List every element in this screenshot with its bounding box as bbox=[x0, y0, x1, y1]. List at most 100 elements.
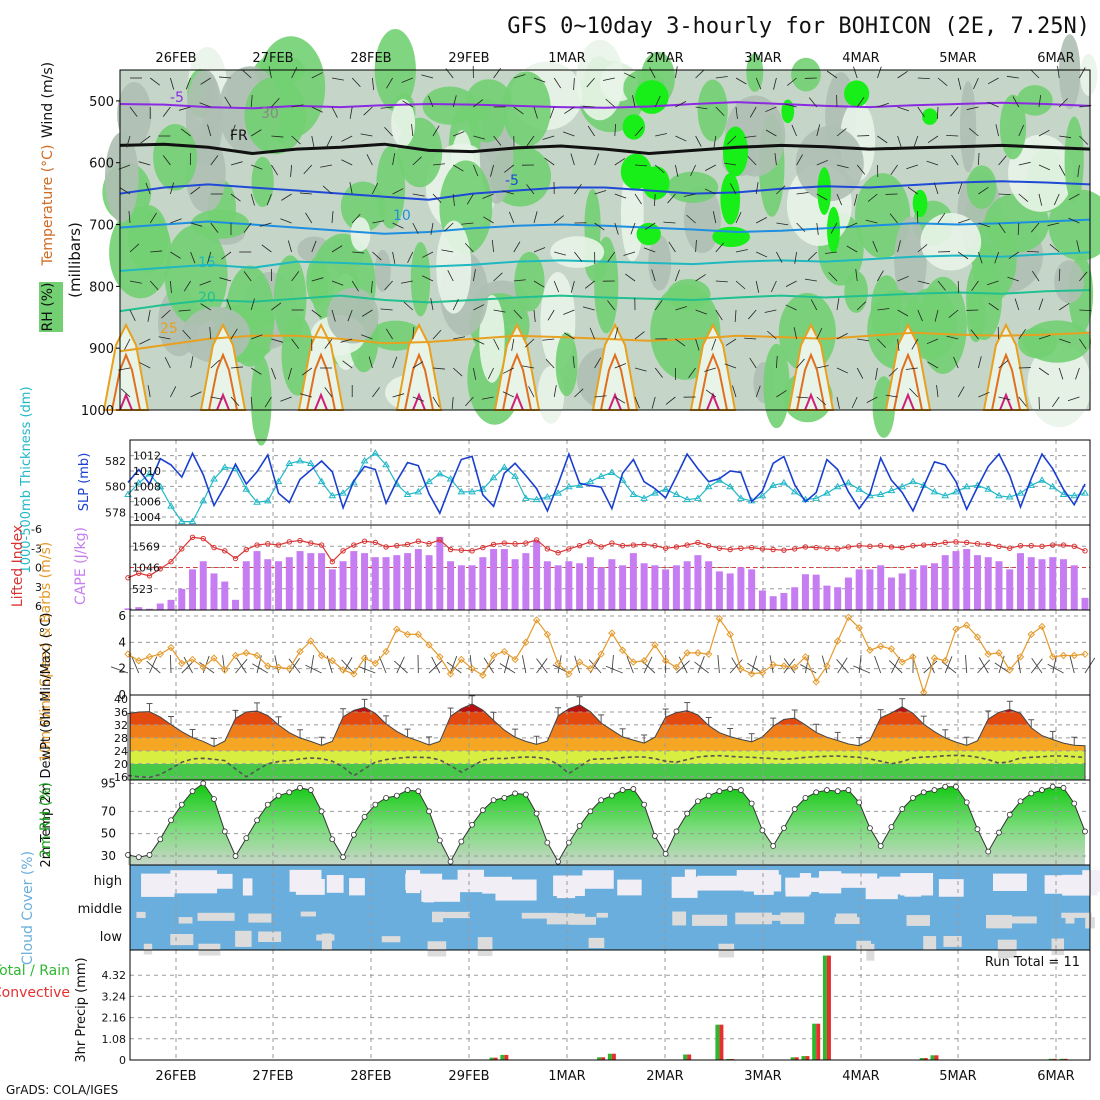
rh-region bbox=[502, 71, 551, 147]
wind-barb bbox=[1058, 302, 1070, 311]
wind-barb bbox=[933, 182, 939, 195]
lifted-index-point bbox=[652, 542, 658, 549]
cloud-middle bbox=[300, 911, 316, 917]
cape-bar bbox=[554, 565, 562, 610]
isotherm-15 bbox=[119, 251, 1091, 272]
wind-speed-point bbox=[683, 649, 691, 657]
wind-barb bbox=[392, 251, 396, 264]
cloud-middle bbox=[692, 914, 728, 926]
wind-barb bbox=[493, 309, 506, 313]
wind-barb bbox=[825, 251, 838, 254]
wind-barb-10m bbox=[236, 657, 247, 674]
wind-barb bbox=[473, 304, 485, 311]
precip-total-bar bbox=[489, 1057, 494, 1060]
wind-barb bbox=[491, 240, 494, 253]
cloud-gap-high bbox=[938, 879, 964, 897]
rh-point bbox=[168, 817, 174, 824]
lifted-index-point bbox=[372, 539, 379, 546]
wind-barb-10m bbox=[503, 655, 510, 674]
rh-point bbox=[985, 848, 992, 855]
thickness-point bbox=[403, 490, 412, 497]
wind-barb bbox=[1079, 104, 1092, 108]
wind-barb bbox=[266, 193, 272, 206]
precip-conv-bar bbox=[923, 1058, 928, 1060]
wind-barb bbox=[200, 303, 212, 311]
precip-total-bar bbox=[715, 1024, 720, 1060]
lifted-index-point bbox=[770, 546, 776, 553]
wind-barb bbox=[764, 309, 777, 313]
wind-barb bbox=[291, 104, 304, 108]
wind-speed-point bbox=[221, 666, 229, 674]
wind-speed-point bbox=[1081, 650, 1089, 658]
wind-barb bbox=[149, 77, 161, 86]
lifted-index-point bbox=[630, 542, 637, 548]
contour-label: 15 bbox=[198, 255, 216, 271]
wind-barb bbox=[243, 271, 252, 282]
precip-total-bar bbox=[812, 1023, 817, 1060]
wind-barb bbox=[178, 309, 191, 312]
wind-barb bbox=[785, 280, 797, 287]
rh-point bbox=[888, 824, 895, 830]
precip-total-bar bbox=[1048, 1058, 1053, 1060]
thickness-point bbox=[683, 495, 692, 503]
wind-barb bbox=[473, 269, 476, 282]
thickness-point bbox=[672, 490, 681, 497]
wind-barb bbox=[251, 164, 263, 170]
wind-barb bbox=[554, 251, 566, 256]
thickness-point bbox=[242, 485, 251, 492]
wind-barb bbox=[305, 212, 313, 224]
axis-label: RH (%) bbox=[40, 283, 56, 332]
wind-barb bbox=[836, 367, 849, 374]
wind-barb bbox=[368, 356, 373, 369]
wind-barb bbox=[889, 213, 898, 224]
wind-barb bbox=[533, 211, 538, 224]
cape-bar bbox=[715, 571, 723, 610]
wind-barb bbox=[422, 251, 434, 258]
rh-region bbox=[746, 53, 764, 92]
rh-tick-label: 30 bbox=[101, 849, 116, 863]
wind-barb bbox=[796, 222, 806, 232]
wind-barb bbox=[524, 338, 535, 348]
thickness-point bbox=[435, 469, 444, 477]
wind-barb bbox=[268, 66, 272, 79]
rh-point bbox=[135, 854, 142, 861]
warm-spike-core bbox=[999, 392, 1013, 411]
x-tick-bottom-label: 29FEB bbox=[448, 1069, 489, 1084]
thickness-point bbox=[317, 477, 326, 485]
rh-point bbox=[651, 833, 658, 839]
wind-barb-10m bbox=[891, 656, 901, 674]
lifted-index-point bbox=[329, 559, 336, 565]
wind-speed-point bbox=[339, 666, 347, 674]
wind-barb bbox=[877, 135, 888, 144]
wind-barb bbox=[735, 249, 748, 253]
wind-barb bbox=[574, 184, 582, 195]
wind-barb bbox=[1079, 309, 1092, 312]
precip-total-bar bbox=[1059, 1058, 1064, 1060]
axis-label: SLP (mb) bbox=[77, 453, 92, 512]
lifted-index-point bbox=[361, 538, 368, 544]
wind-barb bbox=[1038, 367, 1050, 376]
wind-barb bbox=[794, 251, 797, 264]
lifted-index-point bbox=[748, 544, 755, 551]
wind-barb bbox=[372, 77, 375, 90]
precip-total-bar bbox=[801, 1056, 806, 1060]
wind-barb bbox=[1017, 222, 1020, 236]
wind-barb bbox=[481, 396, 494, 400]
lifted-index-point bbox=[318, 542, 325, 548]
wind-barb bbox=[704, 188, 716, 195]
wind-barb bbox=[139, 362, 151, 369]
wind-barb bbox=[129, 280, 142, 284]
wind-barb bbox=[978, 152, 980, 166]
wind-barb bbox=[675, 66, 678, 79]
axis-label: 1000-500mb Thickness (dm) bbox=[19, 386, 34, 573]
wind-barb bbox=[250, 95, 253, 108]
precip-total-bar bbox=[790, 1057, 795, 1060]
wind-barb bbox=[210, 359, 220, 369]
wind-barb bbox=[836, 396, 840, 409]
wind-barb bbox=[998, 193, 1011, 196]
wind-barb bbox=[311, 309, 322, 318]
wind-barb bbox=[667, 193, 676, 204]
wind-speed-point bbox=[844, 613, 853, 622]
wind-barb bbox=[765, 129, 777, 137]
cloud-middle bbox=[569, 913, 586, 923]
